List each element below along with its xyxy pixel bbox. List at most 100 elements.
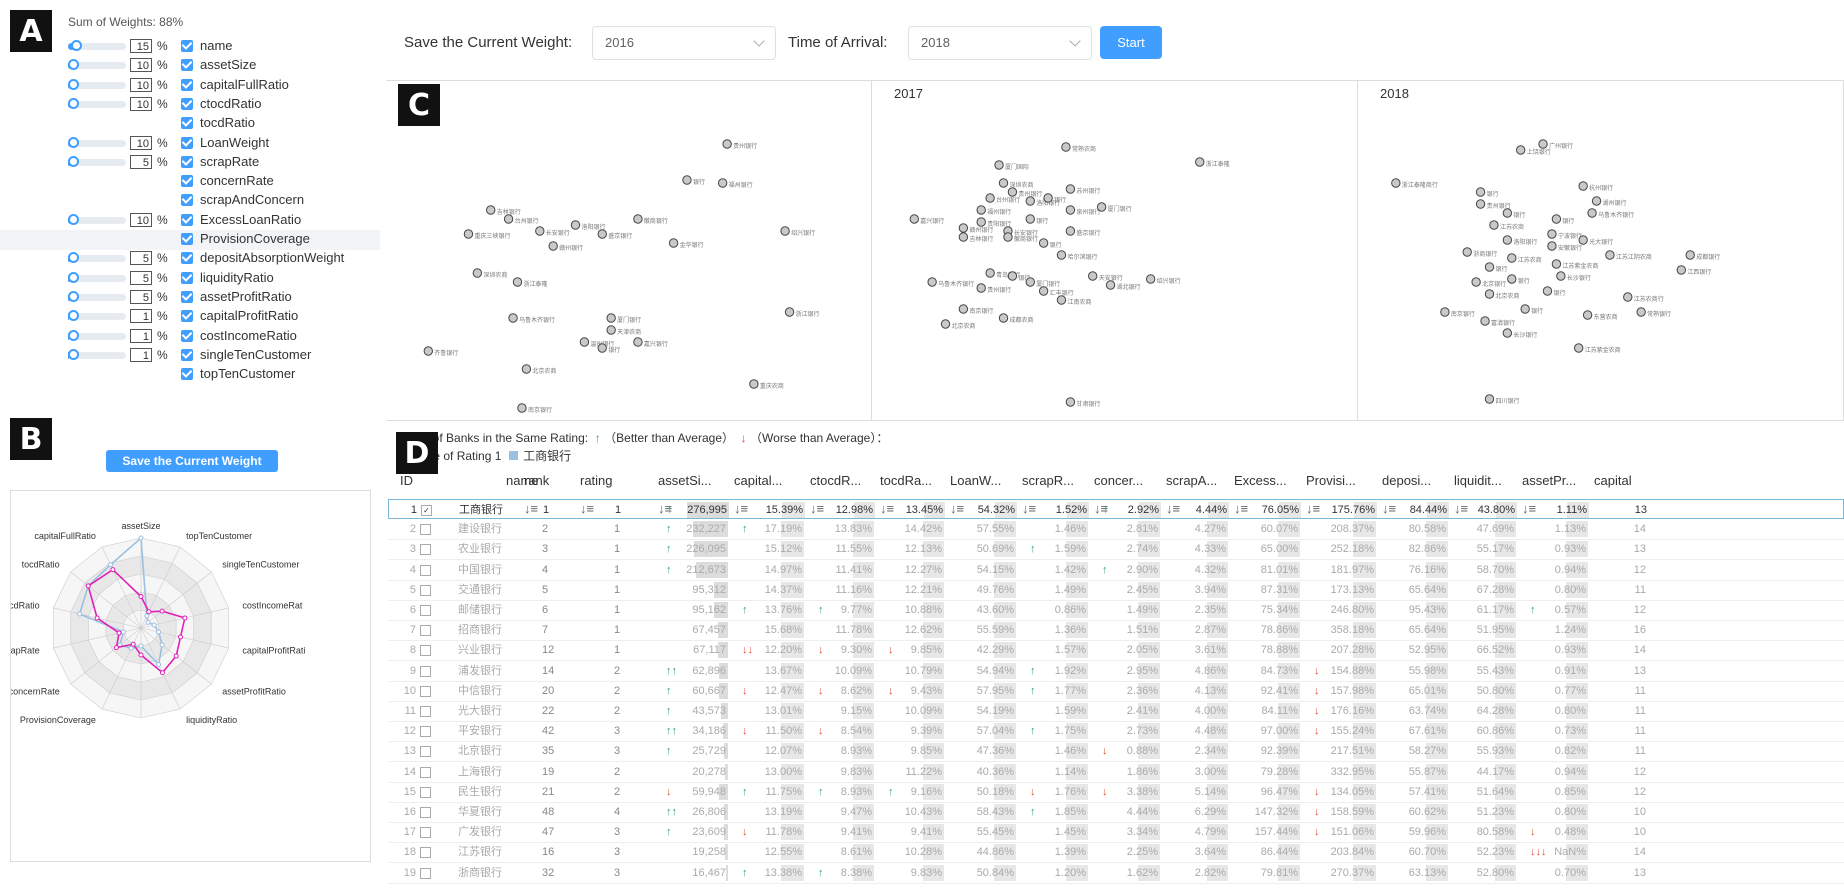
sort-icon[interactable]: ↓≡ (1166, 501, 1181, 516)
sort-icon[interactable]: ↓≡ (1382, 501, 1397, 516)
slider-handle[interactable] (68, 78, 80, 90)
bank-point[interactable] (597, 343, 607, 353)
bank-point[interactable] (1475, 187, 1486, 197)
bank-point[interactable] (606, 313, 616, 323)
row-checkbox[interactable]: ✓ (421, 505, 432, 516)
bank-point[interactable] (512, 277, 523, 287)
bank-point[interactable] (1056, 295, 1067, 305)
sort-icon[interactable]: ↓≡ (658, 501, 673, 516)
bank-point[interactable] (927, 277, 937, 287)
bank-point[interactable] (958, 304, 969, 314)
sort-icon[interactable]: ↓≡ (524, 501, 539, 516)
column-header[interactable]: Provisi... ↓≡ (1306, 467, 1356, 516)
bank-point[interactable] (633, 337, 643, 347)
column-header[interactable]: ctocdR... ↓≡ (810, 467, 861, 516)
bank-point[interactable] (1471, 277, 1481, 287)
attribute-checkbox[interactable] (181, 310, 193, 323)
column-header[interactable]: scrapA... ↓≡ (1166, 467, 1217, 516)
sort-icon[interactable]: ↓≡ (1306, 501, 1321, 516)
weight-slider[interactable] (68, 97, 126, 109)
column-header[interactable]: capital (1594, 467, 1632, 495)
slider-handle[interactable] (68, 213, 80, 225)
table-row[interactable]: ✓ 1 工商银行 1 1 ↑ 276,995 15.39% 12.98% 13.45% 54.32%… (388, 499, 1844, 519)
bank-point[interactable] (1105, 280, 1116, 290)
bank-point[interactable] (570, 220, 581, 230)
slider-handle[interactable] (68, 252, 79, 264)
bank-point[interactable] (1007, 271, 1018, 281)
attribute-checkbox[interactable] (181, 136, 193, 149)
slider-handle[interactable] (68, 59, 80, 71)
weight-slider[interactable] (68, 59, 126, 71)
row-checkbox[interactable] (420, 564, 431, 576)
bank-point[interactable] (1065, 397, 1076, 407)
bank-point[interactable] (521, 364, 532, 374)
weight-slider[interactable] (68, 290, 126, 302)
sort-icon[interactable]: ↓≡ (734, 501, 749, 516)
weight-slider[interactable] (68, 213, 126, 225)
table-row[interactable]: 10 中信银行 20 2 ↑ 60,667 ↓ 12.47% ↓ 8.62% ↓ 9.43% 57.95… (388, 681, 1844, 702)
attribute-checkbox[interactable] (181, 252, 193, 265)
bank-point[interactable] (1542, 286, 1553, 296)
row-checkbox[interactable] (420, 605, 431, 616)
attribute-checkbox[interactable] (181, 290, 193, 303)
weight-slider[interactable] (68, 310, 126, 322)
row-checkbox[interactable] (420, 524, 431, 536)
weight-input[interactable]: 5 (130, 289, 152, 304)
bank-point[interactable] (1025, 196, 1035, 206)
weight-slider[interactable] (68, 136, 126, 148)
row-checkbox[interactable] (420, 584, 431, 596)
bank-point[interactable] (1038, 238, 1049, 248)
table-row[interactable]: 12 平安银行 42 3 ↑↑ 34,186 ↓ 11.50% ↓ 8.54% 9.39% 57.04… (388, 721, 1844, 743)
bank-point[interactable] (998, 313, 1009, 323)
column-header[interactable]: deposi... ↓≡ (1382, 467, 1431, 516)
table-row[interactable]: 14 上海银行 19 2 20,278 13.00% 9.83% 11.22% 40.36% 1.… (388, 762, 1844, 783)
table-row[interactable]: 8 兴业银行 12 1 67,117 ↓↓ 12.20% ↓ 9.30% ↓ 9.85% 42.29%… (388, 640, 1844, 662)
sort-icon[interactable]: ↓≡ (1022, 501, 1037, 516)
weight-input[interactable]: 1 (130, 347, 152, 362)
slider-handle[interactable] (68, 271, 79, 283)
attribute-checkbox[interactable] (181, 233, 193, 245)
bank-point[interactable] (597, 229, 607, 239)
bank-point[interactable] (940, 319, 951, 329)
slider-handle[interactable] (70, 40, 82, 51)
bank-point[interactable] (1516, 145, 1526, 155)
bank-point[interactable] (958, 232, 969, 242)
column-header[interactable]: rating ↓≡ (580, 467, 613, 516)
bank-point[interactable] (1685, 250, 1695, 260)
save-year-select[interactable]: 2016 (592, 26, 776, 60)
sort-icon[interactable]: ↓≡ (810, 501, 825, 516)
weight-input[interactable]: 10 (130, 135, 152, 150)
table-row[interactable]: 16 华夏银行 48 4 ↑↑ 26,806 13.19% 9.47% 10.43% 58.43%… (388, 802, 1844, 823)
weight-input[interactable]: 1 (130, 309, 152, 324)
bank-point[interactable] (784, 307, 795, 317)
bank-point[interactable] (1480, 316, 1490, 326)
bank-point[interactable] (717, 178, 728, 188)
bank-point[interactable] (976, 283, 986, 293)
bank-point[interactable] (1056, 250, 1067, 260)
row-checkbox[interactable] (420, 746, 431, 758)
weight-slider[interactable] (68, 271, 126, 283)
table-row[interactable]: 3 农业银行 3 1 ↑ 226,095 15.12% 11.55% 12.13% 50.69% ↑… (388, 539, 1844, 561)
column-header[interactable]: liquidit... ↓≡ (1454, 467, 1502, 516)
bank-point[interactable] (1096, 202, 1107, 212)
bank-point[interactable] (668, 238, 679, 248)
bank-point[interactable] (535, 226, 545, 236)
save-weight-button[interactable]: Save the Current Weight (106, 450, 278, 472)
bank-point[interactable] (682, 175, 692, 185)
weight-input[interactable]: 10 (130, 212, 152, 227)
bank-point[interactable] (1578, 181, 1588, 191)
slider-handle[interactable] (68, 155, 79, 167)
bank-point[interactable] (976, 217, 986, 227)
weight-input[interactable]: 15 (130, 39, 152, 53)
bank-point[interactable] (1065, 184, 1076, 194)
bank-point[interactable] (1484, 289, 1495, 299)
row-checkbox[interactable] (420, 807, 431, 818)
bank-point[interactable] (1088, 271, 1098, 281)
bank-point[interactable] (423, 346, 433, 356)
bank-point[interactable] (1556, 271, 1566, 281)
table-row[interactable]: 18 江苏银行 16 3 19,258 12.55% 8.61% 10.28% 44.86% 1.… (388, 842, 1844, 864)
bank-point[interactable] (1502, 328, 1513, 338)
bank-point[interactable] (1538, 139, 1548, 149)
bank-point[interactable] (1475, 199, 1486, 209)
bank-point[interactable] (517, 403, 527, 413)
